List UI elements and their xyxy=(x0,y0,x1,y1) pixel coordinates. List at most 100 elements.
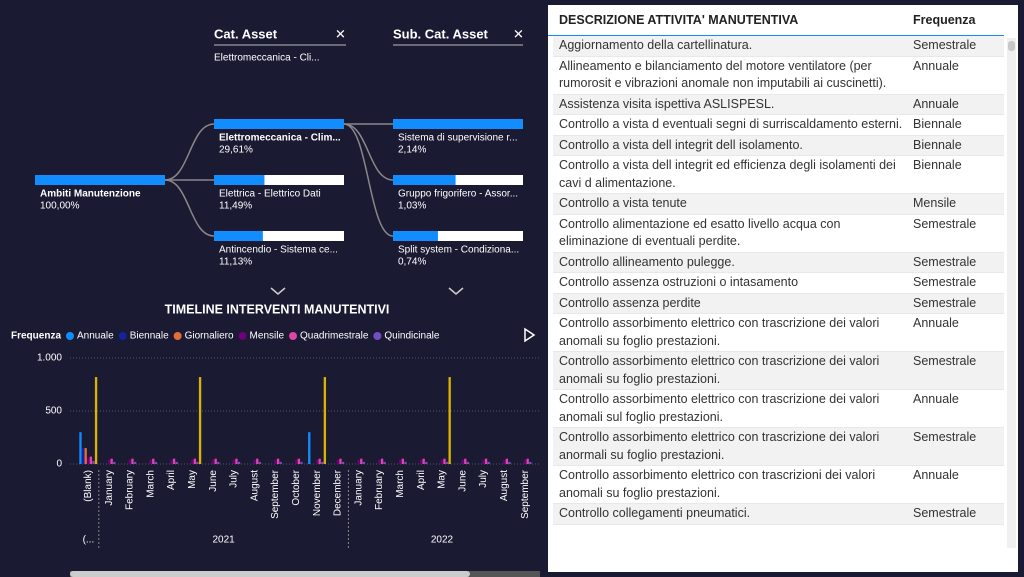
connector xyxy=(343,123,394,237)
bar xyxy=(258,461,262,464)
node-track xyxy=(393,175,523,185)
table-row[interactable]: Controllo assorbimento elettrico con tra… xyxy=(553,428,1004,466)
legend-dot xyxy=(118,332,127,340)
bar xyxy=(133,461,137,464)
legend-label: Giornaliero xyxy=(185,331,234,342)
bar xyxy=(323,377,327,464)
table-cell: Controllo a vista d eventuali segni di s… xyxy=(559,117,903,131)
y-tick-label: 500 xyxy=(45,406,62,417)
node-value: 11,49% xyxy=(219,201,252,212)
table-row[interactable]: Controllo assorbimento elettrico con tra… xyxy=(553,352,1004,390)
x-tick-label: March xyxy=(145,470,156,498)
bar xyxy=(87,457,90,464)
bar xyxy=(503,459,506,464)
legend-dot xyxy=(289,332,298,340)
table-row[interactable]: Controllo a vista dell integrit ed effic… xyxy=(553,156,1004,194)
scrollbar[interactable] xyxy=(1007,38,1016,548)
y-tick-label: 1.000 xyxy=(37,353,62,364)
bar xyxy=(505,458,509,464)
bar xyxy=(300,461,303,464)
bar xyxy=(526,458,529,464)
table-row[interactable]: Controllo assenza ostruzioni o intasamen… xyxy=(553,273,1004,294)
bar xyxy=(279,461,282,464)
y-tick-label: 0 xyxy=(56,459,62,470)
table: DESCRIZIONE ATTIVITA' MANUTENTIVA Freque… xyxy=(548,5,1018,572)
node-label: Ambiti Manutenzione xyxy=(40,189,141,200)
expand-chevron[interactable] xyxy=(270,287,464,295)
node-label: Elettrica - Elettrico Dati xyxy=(219,189,321,200)
scroll-thumb[interactable] xyxy=(70,571,470,577)
scroll-thumb[interactable] xyxy=(1008,41,1015,51)
node-bar xyxy=(393,119,523,129)
table-row[interactable]: Controllo assenza perdite Semestrale xyxy=(553,293,1004,314)
bar xyxy=(399,459,402,464)
year-label: 2021 xyxy=(212,535,235,546)
close[interactable]: ✕ xyxy=(335,26,346,41)
legend-dot xyxy=(173,332,182,340)
table-cell: Biennale xyxy=(913,137,962,152)
x-tick-label: October xyxy=(291,469,302,505)
table-row[interactable]: Assistenza visita ispettiva ASLISPESL. An… xyxy=(553,94,1004,115)
x-tick-label: July xyxy=(478,470,489,488)
table-row[interactable]: Controllo assorbimento elettrico con tra… xyxy=(553,390,1004,428)
table-cell: Aggiornamento della cartellinatura. xyxy=(559,38,753,52)
node-track xyxy=(214,175,344,185)
bar xyxy=(198,377,202,464)
table-row[interactable]: Controllo a vista tenute Mensile xyxy=(553,194,1004,215)
x-tick-label: February xyxy=(374,470,385,510)
bar xyxy=(484,458,488,464)
table-cell: Controllo a vista dell integrit dell iso… xyxy=(559,137,803,152)
table-cell: Controllo assorbimento elettrico con tra… xyxy=(559,468,876,500)
table-row[interactable]: Allineamento e bilanciamento del motore … xyxy=(553,57,1004,95)
node-bar xyxy=(393,175,456,185)
table-cell: Annuale xyxy=(913,316,959,330)
bar xyxy=(211,459,215,464)
node-value: 0,74% xyxy=(398,257,426,268)
x-tick-label: March xyxy=(395,470,406,498)
table-row[interactable]: Controllo assorbimento elettrico con tra… xyxy=(553,314,1004,352)
year-label: 2022 xyxy=(431,535,454,546)
table-cell: Semestrale xyxy=(913,506,977,520)
table-row[interactable]: Controllo collegamenti pneumatici. Semest… xyxy=(553,504,1004,525)
column-header: Frequenza xyxy=(913,13,976,27)
bar xyxy=(152,458,155,464)
bar xyxy=(175,461,178,464)
table-row[interactable]: Aggiornamento della cartellinatura. Semes… xyxy=(553,36,1004,57)
x-tick-label: May xyxy=(437,470,448,489)
legend-title: Frequenza xyxy=(11,331,61,342)
table-row[interactable]: Controllo allineamento pulegge. Semestral… xyxy=(553,252,1004,273)
table-row[interactable]: Controllo a vista d eventuali segni di s… xyxy=(553,115,1004,136)
node-bar xyxy=(214,231,263,241)
close[interactable]: ✕ xyxy=(513,26,524,41)
bar xyxy=(318,458,321,464)
node-label: Split system - Condiziona... xyxy=(398,245,519,256)
node-track xyxy=(393,231,523,241)
bar xyxy=(217,461,220,464)
bar xyxy=(341,461,345,464)
table-row[interactable]: Controllo assorbimento elettrico con tra… xyxy=(553,466,1004,504)
node-value: 1,03% xyxy=(398,201,426,212)
node-bar xyxy=(393,231,438,241)
table-row[interactable]: Controllo alimentazione ed esatto livell… xyxy=(553,215,1004,253)
bar xyxy=(466,461,470,464)
bar xyxy=(422,458,425,464)
x-tick-label: December xyxy=(333,469,344,516)
table-header: DESCRIZIONE ATTIVITA' MANUTENTIVA Freque… xyxy=(548,5,1004,36)
table-cell: Allineamento e bilanciamento del motore … xyxy=(559,58,887,91)
bar xyxy=(425,461,428,464)
table-cell: Controllo assorbimento elettrico con tra… xyxy=(559,316,880,348)
bar xyxy=(84,448,87,464)
legend-next[interactable] xyxy=(524,327,536,343)
table-cell: Annuale xyxy=(913,58,959,73)
table-cell: Annuale xyxy=(913,468,959,482)
bar xyxy=(81,448,85,464)
node-label: Antincendio - Sistema ce... xyxy=(219,245,338,256)
table-cell: Semestrale xyxy=(913,295,977,310)
node-value: 100,00% xyxy=(40,201,80,212)
bar xyxy=(315,459,319,464)
connector xyxy=(343,123,394,181)
table-row[interactable]: Controllo a vista dell integrit dell iso… xyxy=(553,135,1004,156)
legend-dot xyxy=(373,332,382,340)
bar xyxy=(321,461,324,464)
report-panel: Cat. Asset ✕ Elettromeccanica - Cli... S… xyxy=(11,26,540,577)
